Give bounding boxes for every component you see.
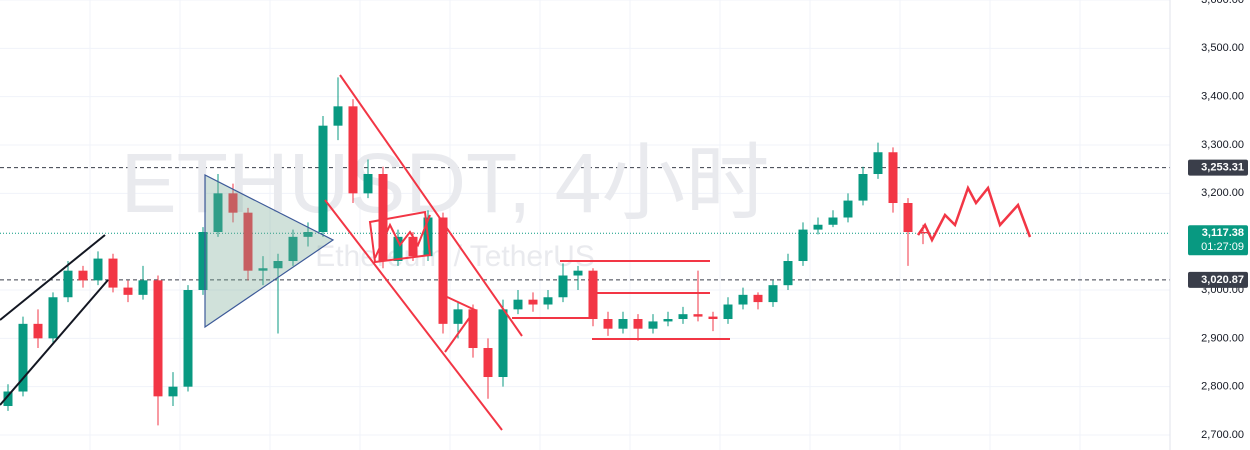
- candle-body: [603, 319, 613, 329]
- price-label-box: [1188, 271, 1248, 288]
- candle-body: [888, 152, 898, 204]
- candle-body: [693, 314, 703, 317]
- candle-body: [333, 106, 343, 126]
- candle-body: [558, 275, 568, 298]
- projection-path: [916, 184, 1032, 243]
- candle-body: [768, 285, 778, 303]
- candle-body: [873, 152, 883, 175]
- candle-body: [618, 319, 628, 329]
- triangle-pattern: [204, 174, 335, 329]
- candle-body: [108, 258, 118, 288]
- candle-body: [378, 174, 388, 262]
- candle-body: [228, 193, 238, 213]
- candle-body: [438, 217, 448, 324]
- candle-body: [723, 304, 733, 320]
- candle-body: [843, 200, 853, 218]
- candle-body: [528, 299, 538, 305]
- candle-body: [513, 299, 523, 310]
- candle-body: [708, 316, 718, 320]
- channel-line: [324, 199, 503, 431]
- price-label: 3,117.38: [1202, 227, 1244, 239]
- candle-body: [588, 270, 598, 320]
- candle-body: [33, 323, 43, 339]
- y-tick-label: 2,800.00: [1201, 381, 1244, 393]
- drawings: [0, 74, 1032, 431]
- y-tick-label: 3,400.00: [1201, 91, 1244, 103]
- candle-body: [918, 232, 928, 234]
- small-triangle: [444, 295, 477, 353]
- candle-body: [288, 236, 298, 262]
- price-axis: 2,700.002,800.002,900.003,000.003,200.00…: [1188, 0, 1248, 441]
- candle-body: [828, 217, 838, 225]
- candle-body: [63, 270, 73, 298]
- candle-body: [303, 232, 313, 237]
- wedge-line: [0, 279, 109, 406]
- candle-body: [543, 297, 553, 305]
- flag-zigzag: [374, 214, 431, 259]
- candle-body: [573, 270, 583, 276]
- candle-body: [663, 319, 673, 322]
- candle-body: [153, 280, 163, 397]
- y-tick-label: 3,500.00: [1201, 42, 1244, 54]
- candle-body: [198, 232, 208, 291]
- y-tick-label: 3,200.00: [1201, 187, 1244, 199]
- price-label: 3,253.31: [1201, 161, 1244, 173]
- candle-body: [213, 193, 223, 233]
- price-label: 3,020.87: [1201, 274, 1244, 286]
- candle-body: [3, 391, 13, 407]
- candle-body: [138, 280, 148, 295]
- y-tick-label: 3,300.00: [1201, 139, 1244, 151]
- y-tick-label: 3,600.00: [1201, 0, 1244, 6]
- candle-body: [678, 314, 688, 320]
- wedge-line: [0, 234, 106, 321]
- candle-body: [348, 106, 358, 194]
- candle-body: [453, 309, 463, 324]
- candle-body: [498, 309, 508, 378]
- watermark-title: ETHUSDT, 4小时: [121, 136, 770, 230]
- candle-body: [273, 261, 283, 269]
- candle-body: [363, 174, 373, 194]
- price-label-box: [1188, 159, 1248, 176]
- candle-body: [753, 294, 763, 303]
- candle-body: [258, 268, 268, 271]
- candle-body: [393, 236, 403, 262]
- countdown-label: 01:27:09: [1201, 241, 1244, 253]
- channel-line: [339, 74, 523, 337]
- y-tick-label: 2,700.00: [1201, 429, 1244, 441]
- price-label-box: [1188, 225, 1248, 256]
- candle-body: [483, 348, 493, 378]
- candle-body: [738, 294, 748, 305]
- watermark-subtitle: Ethereum / TetherUS: [315, 240, 595, 273]
- candles: [3, 77, 928, 426]
- candle-body: [243, 212, 253, 271]
- y-tick-label: 2,900.00: [1201, 332, 1244, 344]
- candle-body: [633, 319, 643, 329]
- candle-body: [858, 174, 868, 201]
- candle-body: [93, 258, 103, 281]
- candle-body: [648, 321, 658, 329]
- flag-pattern: [368, 210, 432, 264]
- candle-body: [18, 323, 28, 392]
- candle-body: [783, 261, 793, 286]
- candle-body: [408, 236, 418, 257]
- candle-body: [168, 386, 178, 397]
- candle-body: [813, 224, 823, 230]
- candle-body: [78, 270, 88, 281]
- candle-body: [468, 309, 478, 349]
- candle-body: [123, 287, 133, 295]
- candle-body: [318, 125, 328, 233]
- candle-body: [798, 229, 808, 262]
- candle-body: [183, 290, 193, 387]
- grid: [0, 0, 1170, 450]
- candle-body: [48, 297, 58, 339]
- candle-body: [903, 203, 913, 233]
